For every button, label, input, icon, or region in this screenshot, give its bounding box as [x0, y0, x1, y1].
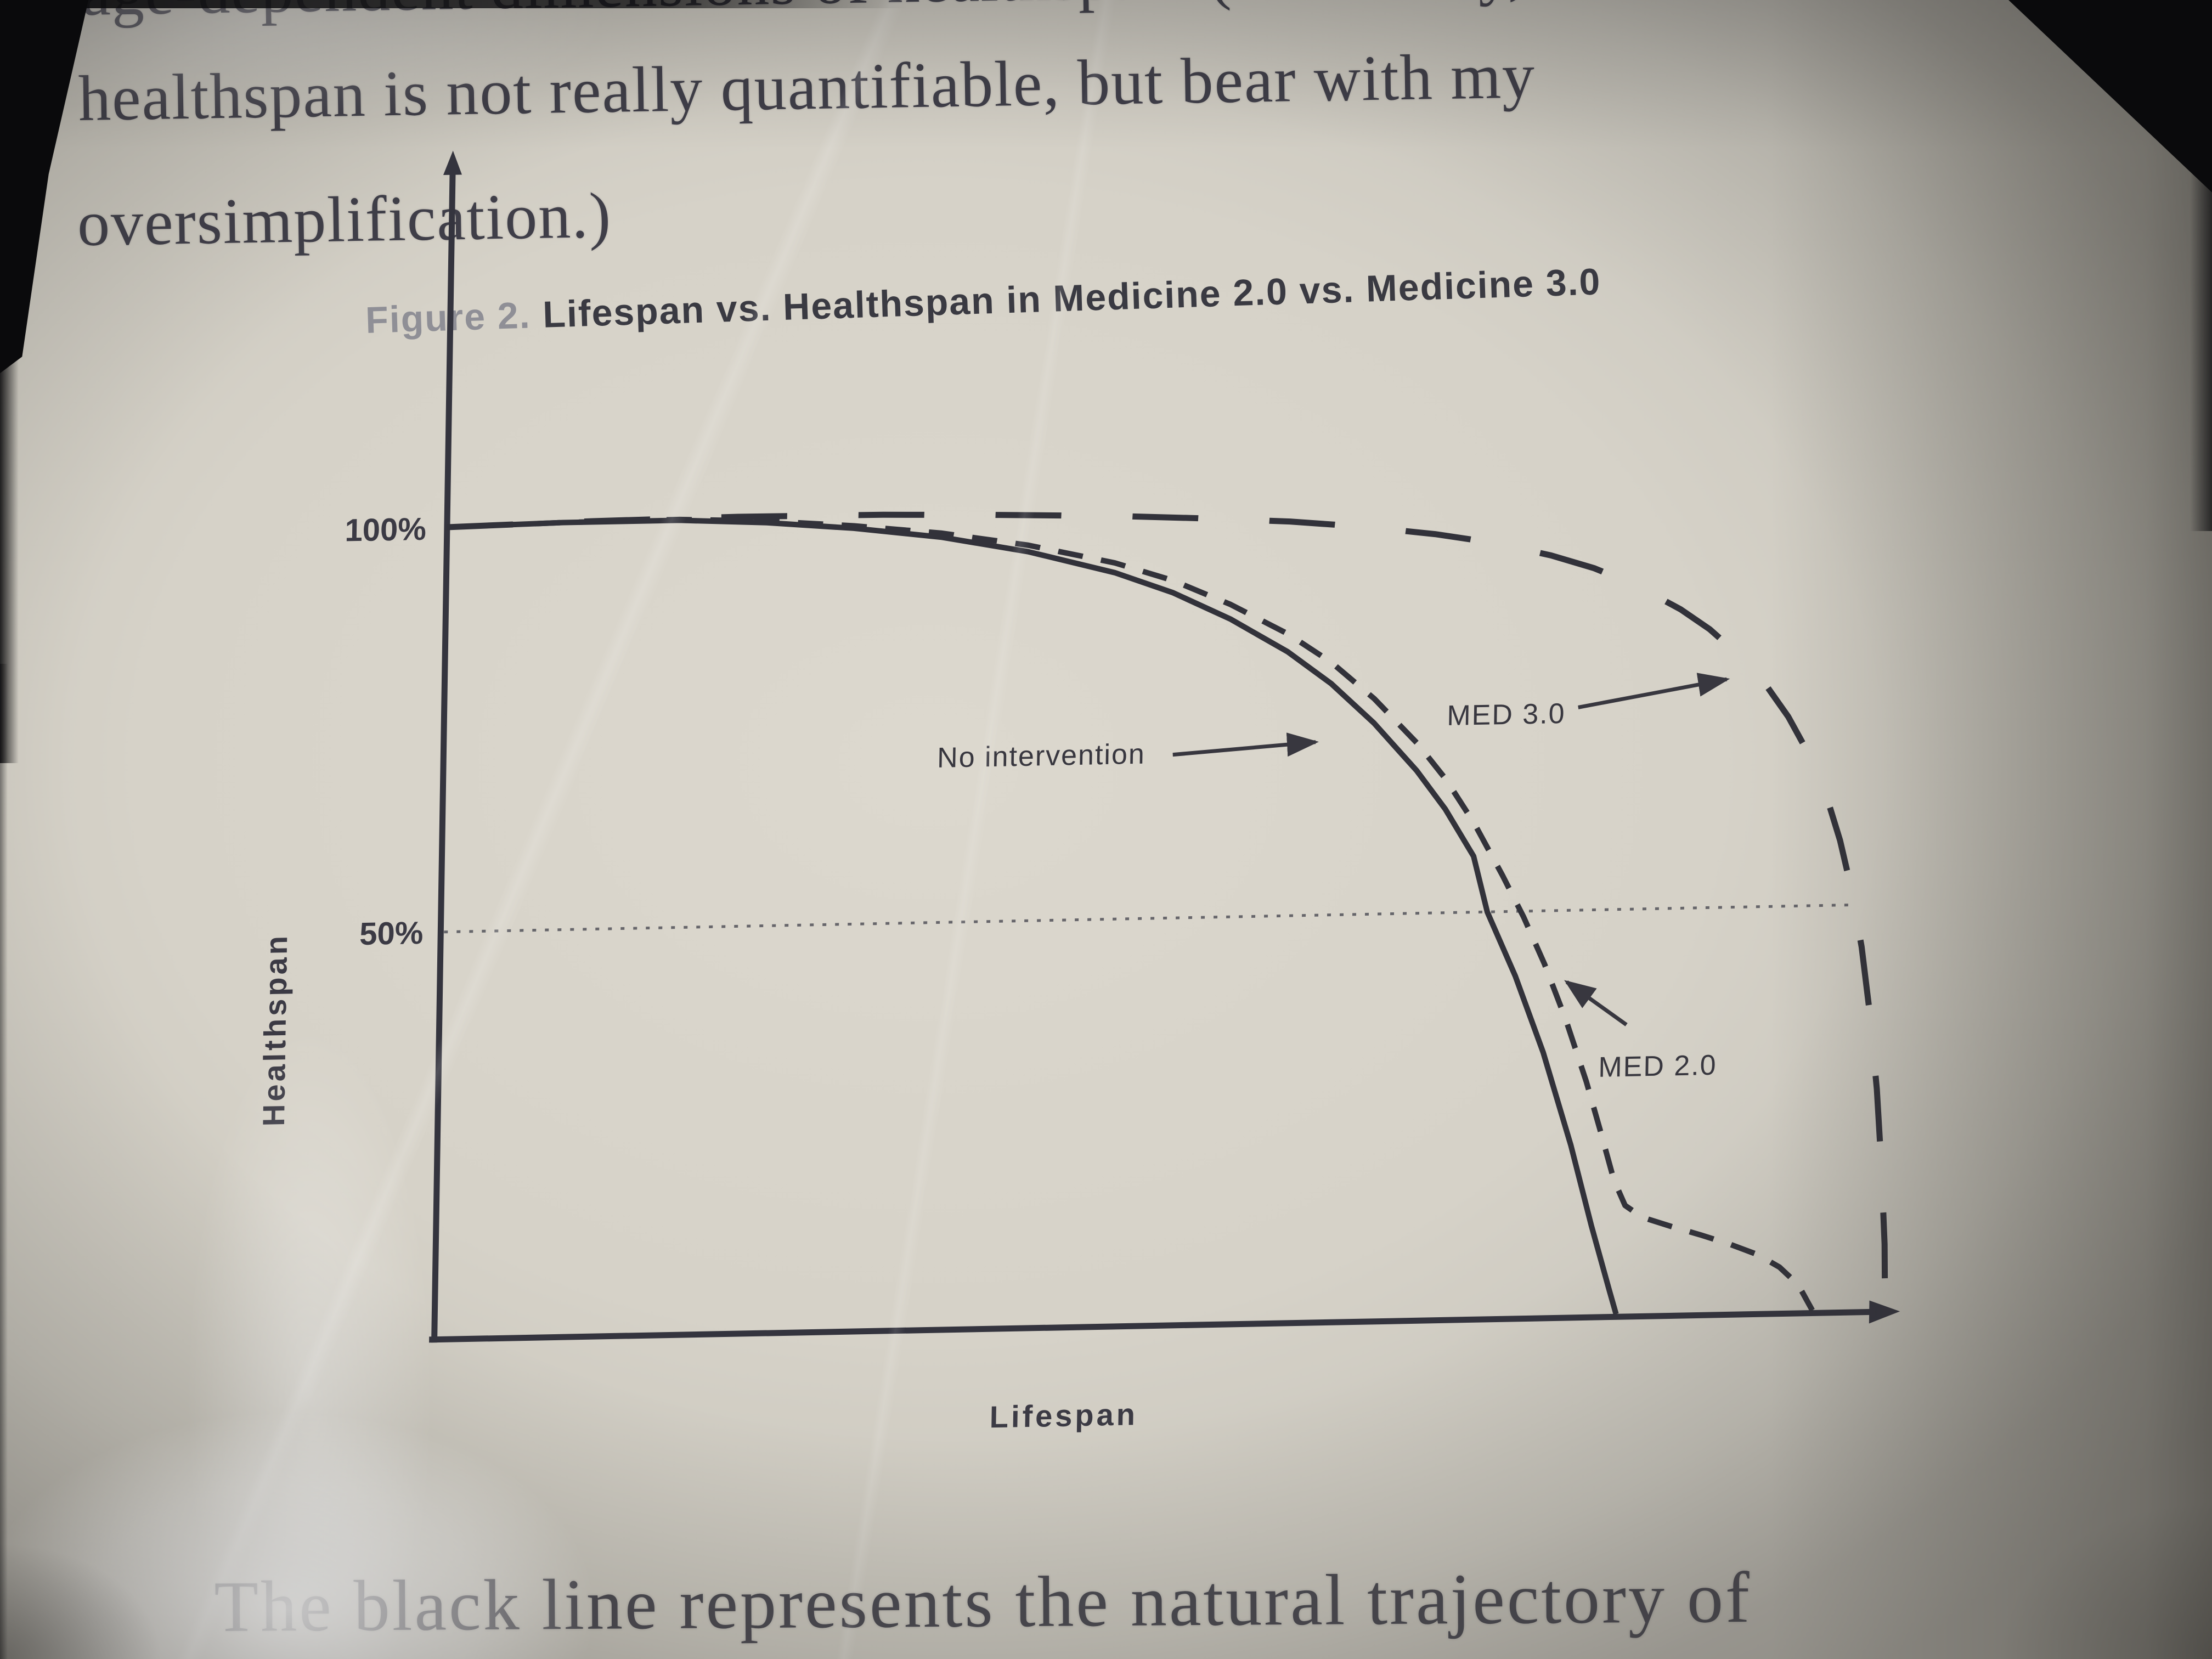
body-text-line-1: age-dependent dimensions of healthspan. …: [81, 0, 1526, 31]
annotation-med20: MED 2.0: [1598, 1049, 1717, 1084]
x-axis: [429, 1308, 1875, 1343]
y-axis: [431, 165, 456, 1343]
annotation-no-intervention: No intervention: [937, 738, 1146, 774]
annotation-no-intervention-arrow-icon: [1172, 732, 1319, 757]
figure-chart: 100% 50% Healthspan Lifespan No interven…: [256, 150, 1900, 1434]
y-tick-100: 100%: [345, 511, 426, 549]
gridline-50pct: [444, 903, 1853, 934]
x-axis-arrow-icon: [1869, 1300, 1900, 1324]
chart-plot-area: 100% 50% Healthspan Lifespan No interven…: [256, 150, 1900, 1434]
x-axis-label: Lifespan: [989, 1397, 1138, 1434]
curve-no-intervention: [447, 517, 1619, 1315]
y-axis-label: Healthspan: [256, 933, 294, 1127]
annotation-med20-arrow-icon: [1564, 980, 1628, 1026]
body-text-line-2: healthspan is not really quantifiable, b…: [78, 40, 1536, 134]
body-text-bottom: The black line represents the natural tr…: [214, 1556, 1752, 1647]
annotation-med30: MED 3.0: [1447, 698, 1566, 732]
y-tick-50: 50%: [359, 915, 424, 952]
curve-med-3-0: [447, 511, 1888, 1310]
curve-med-2-0: [447, 516, 1815, 1312]
annotation-med30-arrow-icon: [1578, 673, 1730, 709]
y-axis-arrow-icon: [443, 150, 462, 175]
curves-layer: [447, 511, 1888, 1315]
